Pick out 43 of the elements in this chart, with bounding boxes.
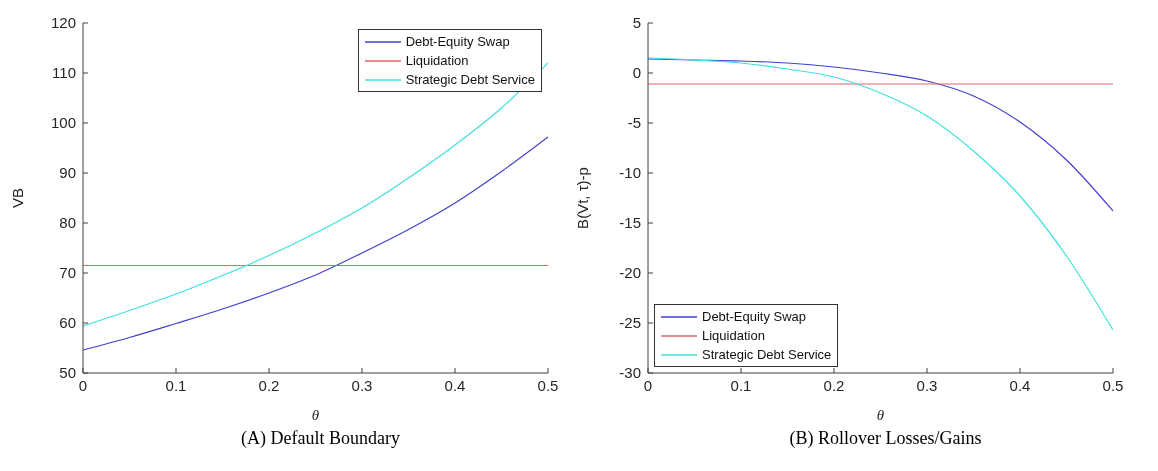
y-tick-label: 50 bbox=[59, 364, 76, 382]
y-tick-label: 100 bbox=[50, 114, 76, 132]
x-tick-label: 0.1 bbox=[730, 376, 752, 394]
x-tick-label: 0.4 bbox=[1009, 376, 1031, 394]
x-tick-label: 0.2 bbox=[258, 376, 280, 394]
legend-label: Liquidation bbox=[405, 52, 469, 70]
x-tick-label: 0.5 bbox=[537, 376, 559, 394]
legend-label: Strategic Debt Service bbox=[702, 346, 832, 364]
x-tick-label: 0.5 bbox=[1102, 376, 1124, 394]
y-tick-label: 70 bbox=[59, 264, 76, 282]
y-tick-label: -10 bbox=[619, 164, 641, 182]
y-tick-label: 110 bbox=[52, 64, 76, 82]
line-series bbox=[648, 58, 1113, 212]
x-tick-label: 0 bbox=[643, 376, 653, 394]
x-tick-label: 0 bbox=[78, 376, 88, 394]
x-tick-label: 0.4 bbox=[444, 376, 466, 394]
y-tick-label: 80 bbox=[59, 214, 76, 232]
x-tick-label: 0.1 bbox=[165, 376, 187, 394]
y-tick-label: -30 bbox=[619, 364, 641, 382]
x-tick-label: 0.3 bbox=[351, 376, 373, 394]
y-tick-label: -20 bbox=[619, 264, 641, 282]
y-tick-label: 0 bbox=[632, 64, 641, 82]
x-tick-label: 0.3 bbox=[916, 376, 938, 394]
x-axis-title: θ bbox=[876, 407, 885, 423]
legend-label: Strategic Debt Service bbox=[405, 71, 535, 89]
y-tick-label: -15 bbox=[619, 214, 641, 232]
text: (B) Rollover Losses/Gains bbox=[788, 428, 983, 449]
x-axis-title: θ bbox=[311, 407, 320, 423]
y-axis-title: B(Vt, τ)-p bbox=[574, 167, 592, 229]
line-series bbox=[648, 57, 1113, 331]
y-tick-label: 5 bbox=[632, 14, 641, 32]
text: (A) Default Boundary bbox=[240, 428, 401, 449]
x-tick-label: 0.2 bbox=[823, 376, 845, 394]
legend-label: Debt-Equity Swap bbox=[702, 308, 807, 326]
y-tick-label: -5 bbox=[627, 114, 641, 132]
y-tick-label: -25 bbox=[619, 314, 641, 332]
legend-label: Debt-Equity Swap bbox=[405, 33, 510, 51]
y-axis-title: VB bbox=[9, 187, 27, 209]
y-tick-label: 90 bbox=[59, 164, 76, 182]
line-series bbox=[83, 136, 548, 351]
legend-label: Liquidation bbox=[702, 327, 765, 345]
y-tick-label: 120 bbox=[50, 14, 76, 32]
y-tick-label: 60 bbox=[59, 314, 76, 332]
